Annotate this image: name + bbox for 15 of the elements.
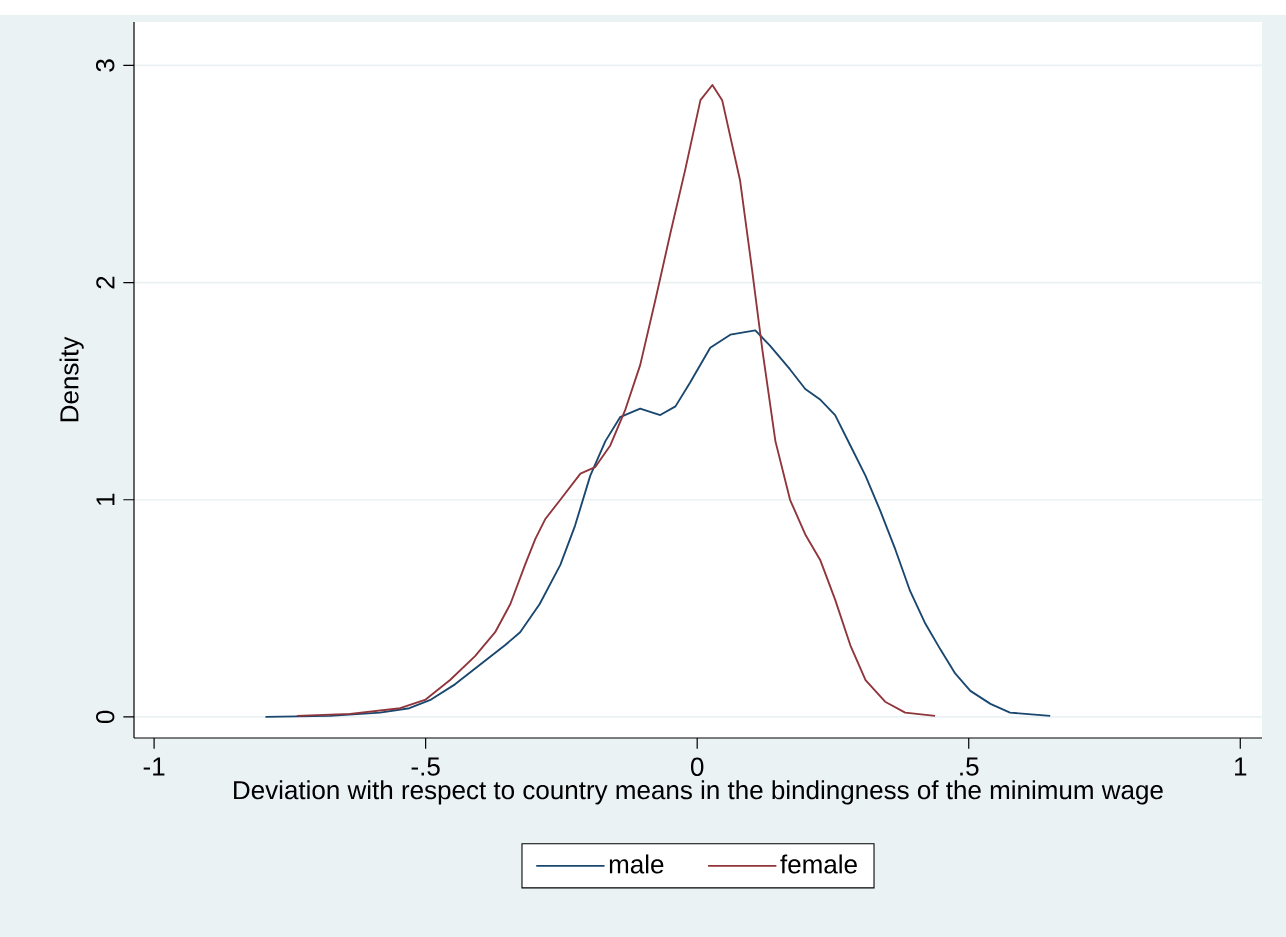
y-tick-label: 3 bbox=[96, 59, 115, 72]
x-tick-label: -1 bbox=[143, 757, 165, 776]
y-axis-title: Density bbox=[59, 336, 84, 422]
x-axis-title: Deviation with respect to country means in the bindingness of the minimum wage bbox=[234, 780, 1163, 805]
legend-label: female bbox=[780, 854, 857, 874]
x-tick-label: -.5 bbox=[411, 757, 440, 776]
legend-label: male bbox=[609, 854, 664, 874]
y-tick-label: 2 bbox=[96, 276, 115, 289]
line-series bbox=[295, 84, 936, 717]
y-tick-label: 1 bbox=[96, 493, 115, 505]
x-tick-label: 1 bbox=[1235, 757, 1247, 776]
y-tick-label: 0 bbox=[96, 710, 115, 724]
x-tick-label: 0 bbox=[690, 757, 704, 776]
x-tick-label: .5 bbox=[960, 757, 979, 776]
line-series bbox=[264, 329, 1052, 718]
